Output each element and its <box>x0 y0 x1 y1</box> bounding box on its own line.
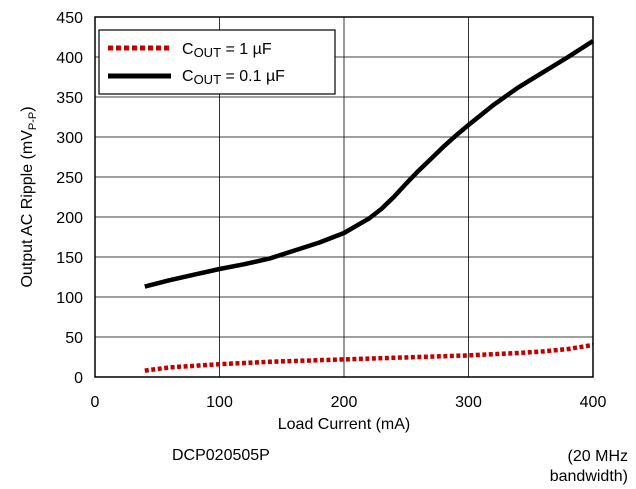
legend-box <box>98 29 336 95</box>
x-tick-label: 200 <box>331 394 358 411</box>
series-line-2 <box>144 39 595 289</box>
y-axis-title-close: ) <box>19 106 36 111</box>
x-tick-label: 0 <box>91 394 100 411</box>
legend-2-sub: OUT <box>194 72 222 87</box>
series-layer <box>144 39 595 373</box>
bandwidth-caption-line-2: bandwidth) <box>549 468 628 485</box>
plot-frame <box>94 16 594 378</box>
x-tick-label: 100 <box>206 394 233 411</box>
x-tick-label: 300 <box>455 394 482 411</box>
y-tick-label: 100 <box>56 290 83 307</box>
bandwidth-caption: (20 MHz bandwidth) <box>538 447 628 487</box>
bandwidth-caption-line-1: (20 MHz <box>567 448 628 465</box>
y-tick-label: 50 <box>65 330 83 347</box>
part-number-caption: DCP020505P <box>172 447 270 464</box>
legend: COUT = 1 µF COUT = 0.1 µF <box>98 29 336 95</box>
y-axis-title: Output AC Ripple (mVP-P) <box>19 106 39 287</box>
y-tick-label: 250 <box>56 170 83 187</box>
legend-1-prefix: C <box>182 41 194 58</box>
y-axis-title-sub: P-P <box>27 112 39 130</box>
y-tick-label: 450 <box>56 10 83 27</box>
y-tick-label: 350 <box>56 90 83 107</box>
y-tick-label: 150 <box>56 250 83 267</box>
y-axis-title-main: Output AC Ripple (mV <box>19 130 36 288</box>
legend-label-series-2: COUT = 0.1 µF <box>182 68 285 87</box>
y-tick-label: 200 <box>56 210 83 227</box>
series-line-1 <box>144 342 594 373</box>
y-tick-label: 0 <box>74 370 83 387</box>
legend-1-sub: OUT <box>194 45 222 60</box>
y-tick-label: 300 <box>56 130 83 147</box>
legend-2-prefix: C <box>182 68 194 85</box>
legend-label-series-1: COUT = 1 µF <box>182 41 272 60</box>
x-tick-label: 400 <box>580 394 607 411</box>
legend-1-suffix: = 1 µF <box>221 41 272 58</box>
y-tick-label: 400 <box>56 50 83 67</box>
legend-2-suffix: = 0.1 µF <box>221 68 285 85</box>
x-axis-title: Load Current (mA) <box>278 416 411 433</box>
tick-labels: 0 100 200 300 400 0 50 100 150 200 250 300 350 400 450 <box>56 10 606 411</box>
